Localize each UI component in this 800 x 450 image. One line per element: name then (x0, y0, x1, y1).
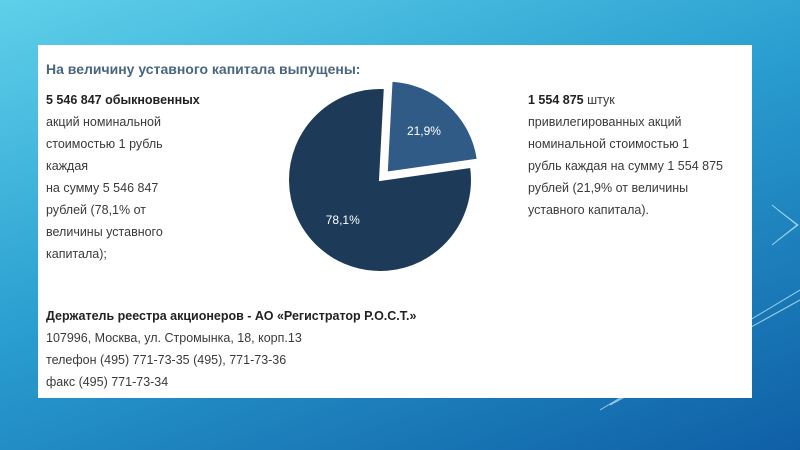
right-first-line: 1 554 875 штук (528, 89, 723, 111)
text-line: рубль каждая на сумму 1 554 875 (528, 159, 723, 173)
text-line: уставного капитала). (528, 203, 649, 217)
text-line: стоимостью 1 рубль (46, 137, 163, 151)
text-line: каждая (46, 159, 89, 173)
text-line: величины уставного (46, 225, 163, 239)
text-line: рублей (78,1% от (46, 203, 146, 217)
pie-slice (287, 87, 473, 273)
footer-bold: Держатель реестра акционеров - АО «Регис… (46, 309, 417, 323)
text-line: 107996, Москва, ул. Стромынка, 18, корп.… (46, 331, 302, 345)
text-line: телефон (495) 771-73-35 (495), 771-73-36 (46, 353, 287, 367)
text-line: капитала); (46, 247, 107, 261)
pie-chart: 21,9% 78,1% (287, 79, 479, 273)
text-line: акций номинальной (46, 115, 161, 129)
right-rest: штук (587, 93, 615, 107)
text-line: привилегированных акций (528, 115, 682, 129)
value-label: 78,1% (326, 213, 360, 227)
content-panel: На величину уставного капитала выпущены:… (38, 45, 752, 398)
right-bold: 1 554 875 (528, 93, 584, 107)
footer-text: Держатель реестра акционеров - АО «Регис… (46, 305, 416, 393)
left-text: 5 546 847 обыкновенных акций номинальной… (46, 89, 200, 265)
text-line: факс (495) 771-73-34 (46, 375, 169, 389)
text-line: номинальной стоимостью 1 (528, 137, 690, 151)
heading: На величину уставного капитала выпущены: (46, 61, 361, 77)
text-line: рублей (21,9% от величины (528, 181, 689, 195)
pie-slice (385, 79, 479, 174)
value-label: 21,9% (407, 124, 441, 138)
right-text: 1 554 875 штук привилегированных акций но… (528, 89, 723, 221)
left-bold: 5 546 847 обыкновенных (46, 93, 200, 107)
text-line: на сумму 5 546 847 (46, 181, 159, 195)
